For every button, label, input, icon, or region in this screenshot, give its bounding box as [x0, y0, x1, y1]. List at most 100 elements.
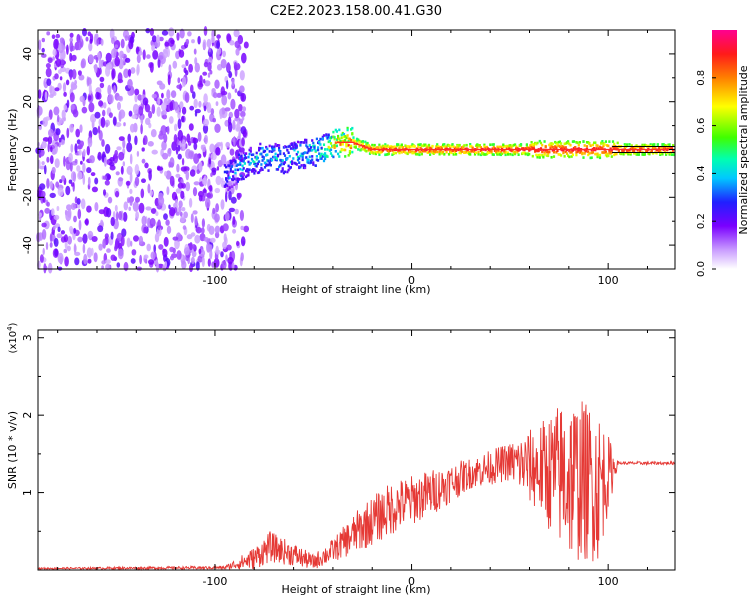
- spectrogram-cells: [35, 26, 676, 274]
- spectrogram-cell: [538, 153, 541, 157]
- spectrogram-cell: [82, 162, 86, 173]
- spectrogram-cell: [190, 256, 195, 264]
- spectrogram-cell: [361, 140, 364, 143]
- spectrogram-cell: [609, 152, 612, 155]
- spectrogram-panel: -100 0 100 -40 -20 0 20 40 Height of straight …: [6, 26, 676, 296]
- spectrogram-cell: [615, 146, 618, 149]
- spectrogram-cell: [169, 101, 174, 112]
- spectrogram-cell: [55, 181, 60, 188]
- y-tick-label: 40: [21, 47, 34, 61]
- spectrogram-cell: [555, 151, 558, 154]
- spectrogram-cell: [215, 175, 222, 186]
- spectrogram-cell: [319, 154, 322, 158]
- spectrogram-cell: [606, 144, 609, 147]
- spectrogram-cell: [272, 146, 275, 150]
- spectrogram-cell: [429, 153, 432, 156]
- spectrogram-cell: [192, 91, 196, 99]
- spectrogram-cell: [208, 158, 212, 165]
- spectrogram-cell: [134, 135, 138, 146]
- spectrogram-cell: [564, 150, 567, 154]
- spectrogram-cell: [118, 177, 124, 182]
- spectrogram-cell: [299, 141, 302, 144]
- spectrogram-cell: [104, 233, 109, 240]
- spectrogram-cell: [591, 151, 594, 154]
- spectrogram-cell: [279, 164, 282, 167]
- spectrogram-cell: [557, 140, 560, 144]
- spectrogram-cell: [567, 140, 570, 143]
- spectrogram-cell: [245, 152, 248, 155]
- spectrogram-cell: [259, 142, 262, 146]
- spectrogram-cell: [120, 165, 124, 175]
- spectrogram-cell: [485, 145, 488, 149]
- spectrogram-cell: [193, 48, 197, 55]
- spectrogram-cell: [41, 222, 47, 228]
- spectrogram-cell: [69, 225, 73, 233]
- spectrogram-cell: [256, 156, 259, 160]
- spectrogram-cell: [250, 170, 254, 173]
- spectrogram-cell: [197, 35, 201, 45]
- spectrogram-cell: [505, 151, 508, 155]
- spectrogram-cell: [201, 218, 205, 228]
- spectrogram-cell: [212, 118, 216, 123]
- spectrogram-cell: [550, 145, 553, 148]
- spectrogram-cell: [111, 48, 117, 59]
- spectrogram-cell: [141, 147, 145, 152]
- spectrogram-cell: [41, 37, 45, 43]
- spectrogram-x-axis-label: Height of straight line (km): [281, 283, 430, 296]
- spectrogram-cell: [499, 145, 502, 149]
- spectrogram-cell: [287, 151, 290, 154]
- spectrogram-cell: [384, 143, 387, 146]
- spectrogram-cell: [585, 145, 589, 148]
- spectrogram-cell: [68, 179, 73, 184]
- spectrogram-cell: [665, 144, 668, 147]
- spectrogram-cell: [162, 152, 169, 160]
- spectrogram-cell: [47, 57, 53, 64]
- spectrogram-cell: [95, 91, 100, 100]
- spectrogram-cell: [178, 200, 183, 208]
- spectrogram-cell: [335, 138, 338, 141]
- spectrogram-cell: [646, 149, 649, 153]
- spectrogram-cell: [225, 191, 228, 203]
- spectrogram-cell: [401, 146, 405, 149]
- spectrogram-cell: [312, 141, 315, 145]
- spectrogram-cell: [460, 146, 464, 150]
- spectrogram-cell: [114, 204, 118, 212]
- spectrogram-cell: [148, 259, 155, 265]
- spectrogram-cell: [210, 36, 216, 43]
- spectrogram-cell: [158, 36, 164, 42]
- spectrogram-cell: [321, 155, 324, 158]
- spectrogram-cell: [321, 135, 324, 139]
- spectrogram-cell: [320, 157, 323, 160]
- spectrogram-cell: [335, 130, 338, 133]
- spectrogram-cell: [38, 212, 42, 218]
- spectrogram-cell: [299, 154, 302, 158]
- spectrogram-cell: [189, 264, 193, 273]
- spectrogram-cell: [234, 160, 237, 164]
- spectrogram-cell: [312, 145, 315, 148]
- spectrogram-cell: [603, 143, 606, 146]
- spectrogram-cell: [309, 149, 313, 152]
- spectrogram-cell: [227, 174, 230, 177]
- spectrogram-cell: [76, 198, 81, 205]
- spectrogram-cell: [445, 150, 448, 154]
- spectrogram-cell: [203, 105, 207, 112]
- spectrogram-cell: [331, 135, 334, 139]
- spectrogram-cell: [135, 196, 140, 203]
- spectrogram-cell: [551, 149, 554, 152]
- y-tick-label: 0: [21, 146, 34, 153]
- spectrogram-cell: [200, 227, 205, 234]
- spectrogram-cell: [299, 165, 302, 169]
- spectrogram-cell: [287, 168, 290, 172]
- spectrogram-cell: [232, 216, 236, 225]
- spectrogram-cell: [306, 151, 309, 155]
- x-tick-label: -100: [202, 575, 227, 588]
- spectrogram-cell: [547, 150, 550, 153]
- spectrogram-cell: [269, 157, 272, 161]
- spectrogram-cell: [254, 156, 257, 159]
- spectrogram-cell: [202, 71, 208, 76]
- spectrogram-cell: [72, 109, 79, 118]
- spectrogram-cell: [163, 236, 169, 247]
- spectrogram-cell: [391, 146, 394, 149]
- spectrogram-cell: [94, 202, 99, 212]
- spectrogram-cell: [604, 140, 607, 143]
